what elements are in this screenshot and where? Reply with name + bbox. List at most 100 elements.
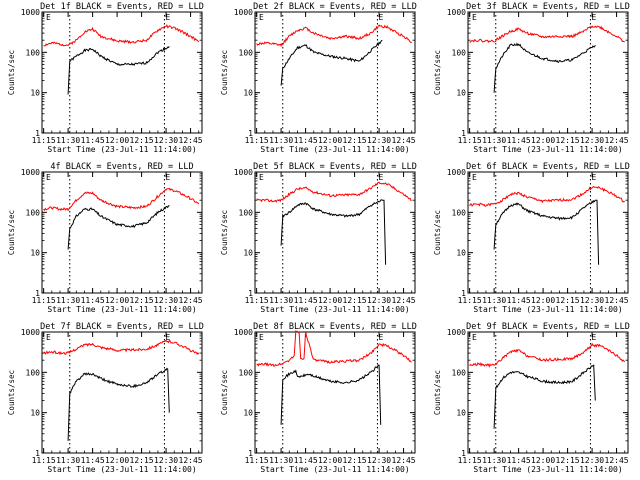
y-tick-label: 100 xyxy=(452,48,467,57)
y-tick-label: 100 xyxy=(452,208,467,217)
x-axis-label: Start Time (23-Jul-11 11:14:00) xyxy=(260,305,409,314)
marker-label: E xyxy=(591,333,596,342)
y-tick-label: 1 xyxy=(248,129,253,138)
x-tick-label: 11:30 xyxy=(56,296,80,305)
y-axis-label: Counts/sec xyxy=(220,210,229,255)
marker-label: E xyxy=(46,333,51,342)
x-tick-label: 11:15 xyxy=(32,136,56,145)
plot-frame xyxy=(254,331,416,454)
x-tick-label: 12:30 xyxy=(580,296,604,305)
x-tick-label: 11:45 xyxy=(294,296,318,305)
chart-title: Det 3f BLACK = Events, RED = LLD xyxy=(466,2,630,12)
marker-label: E xyxy=(259,13,264,22)
y-axis-label: Counts/sec xyxy=(220,50,229,95)
marker-label: E xyxy=(165,173,170,182)
x-axis-label: Start Time (23-Jul-11 11:14:00) xyxy=(473,305,622,314)
x-tick-label: 12:15 xyxy=(130,136,154,145)
x-tick-label: 12:00 xyxy=(318,296,342,305)
marker-label: E xyxy=(591,173,596,182)
y-tick-label: 10 xyxy=(30,249,40,258)
events-series-line xyxy=(67,367,170,441)
chart-panel: Det 5f BLACK = Events, RED = LLD 1 10 100 10… xyxy=(220,162,417,314)
y-tick-label: 1000 xyxy=(447,8,466,17)
y-tick-label: 1 xyxy=(248,449,253,458)
x-tick-label: 12:30 xyxy=(154,456,178,465)
x-tick-label: 12:00 xyxy=(105,456,129,465)
y-tick-label: 100 xyxy=(26,48,41,57)
y-axis-label: Counts/sec xyxy=(433,210,442,255)
plot-frame xyxy=(41,171,203,294)
lld-series-line xyxy=(43,187,200,212)
chart-title: Det 1f BLACK = Events, RED = LLD xyxy=(40,2,204,12)
chart-title: Det 9f BLACK = Events, RED = LLD xyxy=(466,322,630,332)
plot-frame xyxy=(41,11,203,134)
y-tick-label: 10 xyxy=(243,249,253,258)
x-tick-label: 12:30 xyxy=(367,136,391,145)
x-tick-label: 11:45 xyxy=(81,456,105,465)
y-tick-label: 10 xyxy=(243,409,253,418)
plot-frame xyxy=(254,11,416,134)
x-tick-label: 12:30 xyxy=(154,296,178,305)
x-tick-label: 12:15 xyxy=(556,456,580,465)
events-series-line xyxy=(67,46,170,95)
lld-series-line xyxy=(256,24,412,48)
x-axis-label: Start Time (23-Jul-11 11:14:00) xyxy=(473,145,622,154)
x-tick-label: 12:30 xyxy=(367,296,391,305)
x-tick-label: 11:45 xyxy=(294,136,318,145)
x-tick-label: 11:30 xyxy=(482,456,506,465)
marker-label: E xyxy=(259,173,264,182)
x-tick-label: 11:45 xyxy=(507,136,531,145)
plot-frame xyxy=(467,11,629,134)
lld-series-line xyxy=(469,186,626,207)
x-tick-label: 12:45 xyxy=(179,296,203,305)
y-tick-label: 1 xyxy=(461,289,466,298)
x-tick-label: 11:30 xyxy=(56,456,80,465)
x-tick-label: 12:15 xyxy=(556,296,580,305)
y-tick-label: 1 xyxy=(35,449,40,458)
x-tick-label: 12:00 xyxy=(105,296,129,305)
y-tick-label: 10 xyxy=(456,409,466,418)
x-tick-label: 11:45 xyxy=(294,456,318,465)
x-tick-label: 11:30 xyxy=(482,296,506,305)
y-tick-label: 1 xyxy=(35,129,40,138)
x-tick-label: 11:45 xyxy=(81,296,105,305)
x-tick-label: 12:45 xyxy=(605,456,629,465)
y-tick-label: 10 xyxy=(30,89,40,98)
x-tick-label: 12:30 xyxy=(580,136,604,145)
x-tick-label: 12:45 xyxy=(605,136,629,145)
plot-frame xyxy=(467,331,629,454)
y-tick-label: 1 xyxy=(461,449,466,458)
x-tick-label: 12:45 xyxy=(392,136,416,145)
y-tick-label: 1000 xyxy=(21,168,40,177)
x-tick-label: 11:15 xyxy=(245,456,269,465)
lld-series-line xyxy=(256,330,412,367)
events-series-line xyxy=(280,364,382,425)
lld-series-line xyxy=(43,24,200,47)
y-axis-label: Counts/sec xyxy=(7,370,16,415)
y-tick-label: 1000 xyxy=(447,168,466,177)
x-tick-label: 11:30 xyxy=(269,456,293,465)
events-series-line xyxy=(280,39,383,86)
events-series-line xyxy=(493,364,596,429)
x-tick-label: 12:30 xyxy=(367,456,391,465)
x-tick-label: 11:30 xyxy=(269,136,293,145)
plot-frame xyxy=(41,331,203,454)
y-tick-label: 1 xyxy=(248,289,253,298)
marker-label: E xyxy=(259,333,264,342)
x-axis-label: Start Time (23-Jul-11 11:14:00) xyxy=(260,465,409,474)
x-tick-label: 12:00 xyxy=(531,136,555,145)
x-tick-label: 11:15 xyxy=(32,456,56,465)
x-tick-label: 12:15 xyxy=(556,136,580,145)
y-axis-label: Counts/sec xyxy=(220,370,229,415)
marker-label: E xyxy=(472,13,477,22)
x-tick-label: 12:45 xyxy=(392,296,416,305)
events-series-line xyxy=(493,42,596,93)
x-tick-label: 11:45 xyxy=(507,456,531,465)
chart-panel: Det 2f BLACK = Events, RED = LLD 1 10 100 10… xyxy=(220,2,417,154)
y-tick-label: 10 xyxy=(243,89,253,98)
marker-label: E xyxy=(472,173,477,182)
marker-label: E xyxy=(378,13,383,22)
y-tick-label: 10 xyxy=(456,249,466,258)
y-axis-label: Counts/sec xyxy=(433,370,442,415)
chart-panel: Det 1f BLACK = Events, RED = LLD 1 10 100 10… xyxy=(7,2,204,154)
